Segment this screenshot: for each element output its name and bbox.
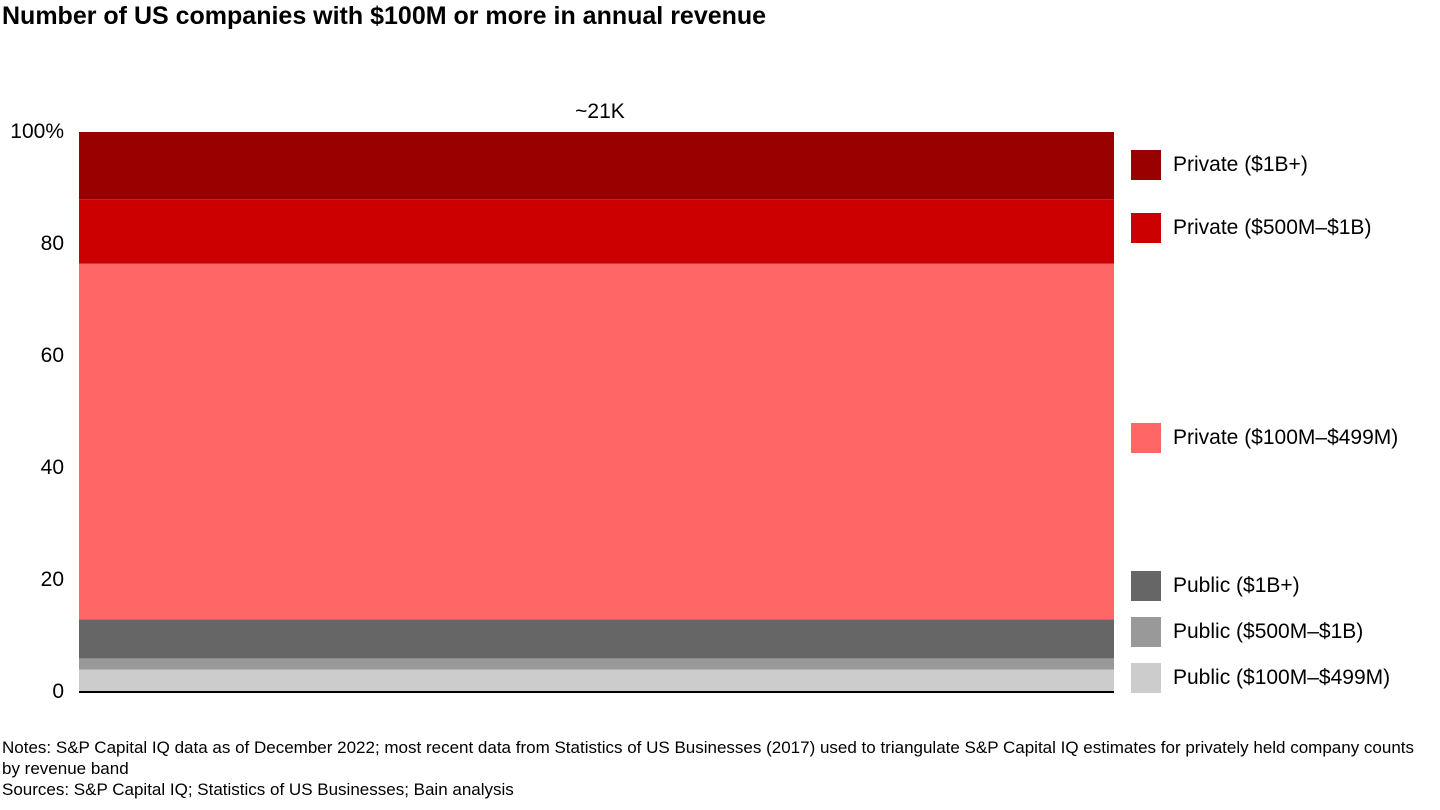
- legend-label: Public ($1B+): [1173, 574, 1300, 597]
- y-tick-label: 100%: [10, 120, 64, 143]
- chart-title: Number of US companies with $100M or mor…: [2, 2, 767, 30]
- bar-segment-private-100m-499m: [79, 263, 1114, 620]
- y-tick-label: 40: [40, 456, 64, 479]
- bar-segment-private-500m-1b: [79, 199, 1114, 264]
- legend-swatch: [1131, 150, 1161, 180]
- legend-item: Public ($1B+): [1131, 571, 1300, 601]
- legend-swatch: [1131, 571, 1161, 601]
- legend-item: Public ($100M–$499M): [1131, 663, 1390, 693]
- y-tick-label: 20: [40, 568, 64, 591]
- legend-item: Private ($500M–$1B): [1131, 213, 1371, 243]
- legend-item: Private ($1B+): [1131, 150, 1308, 180]
- legend-label: Public ($100M–$499M): [1173, 666, 1391, 689]
- bar-segment-public-1b: [79, 619, 1114, 659]
- legend-label: Public ($500M–$1B): [1173, 620, 1364, 643]
- legend-item: Private ($100M–$499M): [1131, 423, 1398, 453]
- legend-swatch: [1131, 617, 1161, 647]
- y-tick-label: 60: [40, 344, 64, 367]
- y-tick-label: 80: [40, 232, 64, 255]
- legend-swatch: [1131, 423, 1161, 453]
- bar-segment-private-1b: [79, 132, 1114, 200]
- bar-segments: [79, 132, 1114, 692]
- bar-segment-public-100m-499m: [79, 669, 1114, 692]
- legend-swatch: [1131, 663, 1161, 693]
- sources-text: Sources: S&P Capital IQ; Statistics of U…: [2, 780, 514, 799]
- bar-segment-public-500m-1b: [79, 658, 1114, 670]
- y-tick-label: 0: [52, 680, 64, 703]
- footnotes: Notes: S&P Capital IQ data as of Decembe…: [2, 737, 1422, 800]
- bar-total-label: ~21K: [575, 100, 625, 123]
- legend-label: Private ($100M–$499M): [1173, 426, 1399, 449]
- legend-item: Public ($500M–$1B): [1131, 617, 1363, 647]
- legend-swatch: [1131, 213, 1161, 243]
- legend-label: Private ($1B+): [1173, 153, 1308, 176]
- legend-label: Private ($500M–$1B): [1173, 216, 1372, 239]
- notes-text: Notes: S&P Capital IQ data as of Decembe…: [2, 738, 1415, 778]
